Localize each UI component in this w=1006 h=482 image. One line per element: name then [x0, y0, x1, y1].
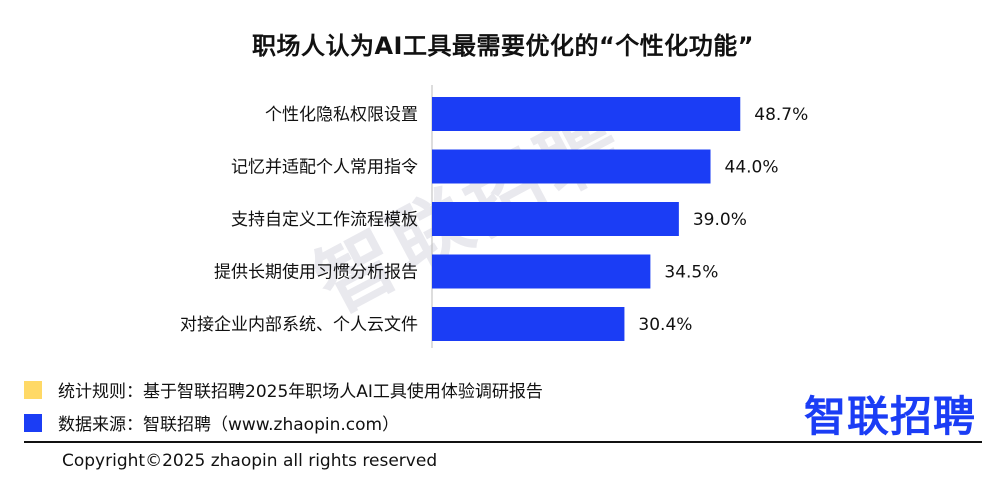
bar-3 — [432, 254, 651, 289]
footnote-source-swatch — [24, 413, 42, 432]
value-label-2: 39.0% — [693, 210, 747, 230]
footnote-source-text: 数据来源：智联招聘（www.zhaopin.com） — [58, 415, 400, 435]
bar-1 — [432, 149, 711, 184]
bar-0 — [432, 97, 741, 131]
category-label-3: 提供长期使用习惯分析报告 — [214, 262, 418, 283]
value-label-1: 44.0% — [725, 158, 779, 178]
value-label-4: 30.4% — [638, 315, 692, 335]
zhaopin-logo: 智联招聘 — [803, 392, 976, 441]
footnote-rule: 统计规则：基于智联招聘2025年职场人AI工具使用体验调研报告 — [24, 377, 543, 402]
bar-chart: 个性化隐私权限设置 48.7% 记忆并适配个人常用指令 44.0% 支持自定义工作流程模… — [180, 85, 808, 348]
value-label-3: 34.5% — [664, 263, 718, 283]
category-label-2: 支持自定义工作流程模板 — [231, 210, 418, 230]
bar-4 — [432, 307, 625, 341]
chart-title: 职场人认为AI工具最需要优化的“个性化功能” — [251, 32, 755, 60]
copyright: Copyright©2025 zhaopin all rights reserv… — [62, 451, 438, 471]
value-label-0: 48.7% — [754, 105, 808, 125]
footnote-rule-swatch — [24, 380, 42, 399]
footnote-source: 数据来源：智联招聘（www.zhaopin.com） — [24, 410, 399, 435]
footnote-rule-text: 统计规则：基于智联招聘2025年职场人AI工具使用体验调研报告 — [58, 382, 543, 402]
bar-2 — [432, 202, 679, 236]
divider — [24, 441, 982, 443]
category-label-1: 记忆并适配个人常用指令 — [231, 158, 418, 178]
category-label-4: 对接企业内部系统、个人云文件 — [180, 315, 418, 335]
category-label-0: 个性化隐私权限设置 — [265, 105, 418, 125]
